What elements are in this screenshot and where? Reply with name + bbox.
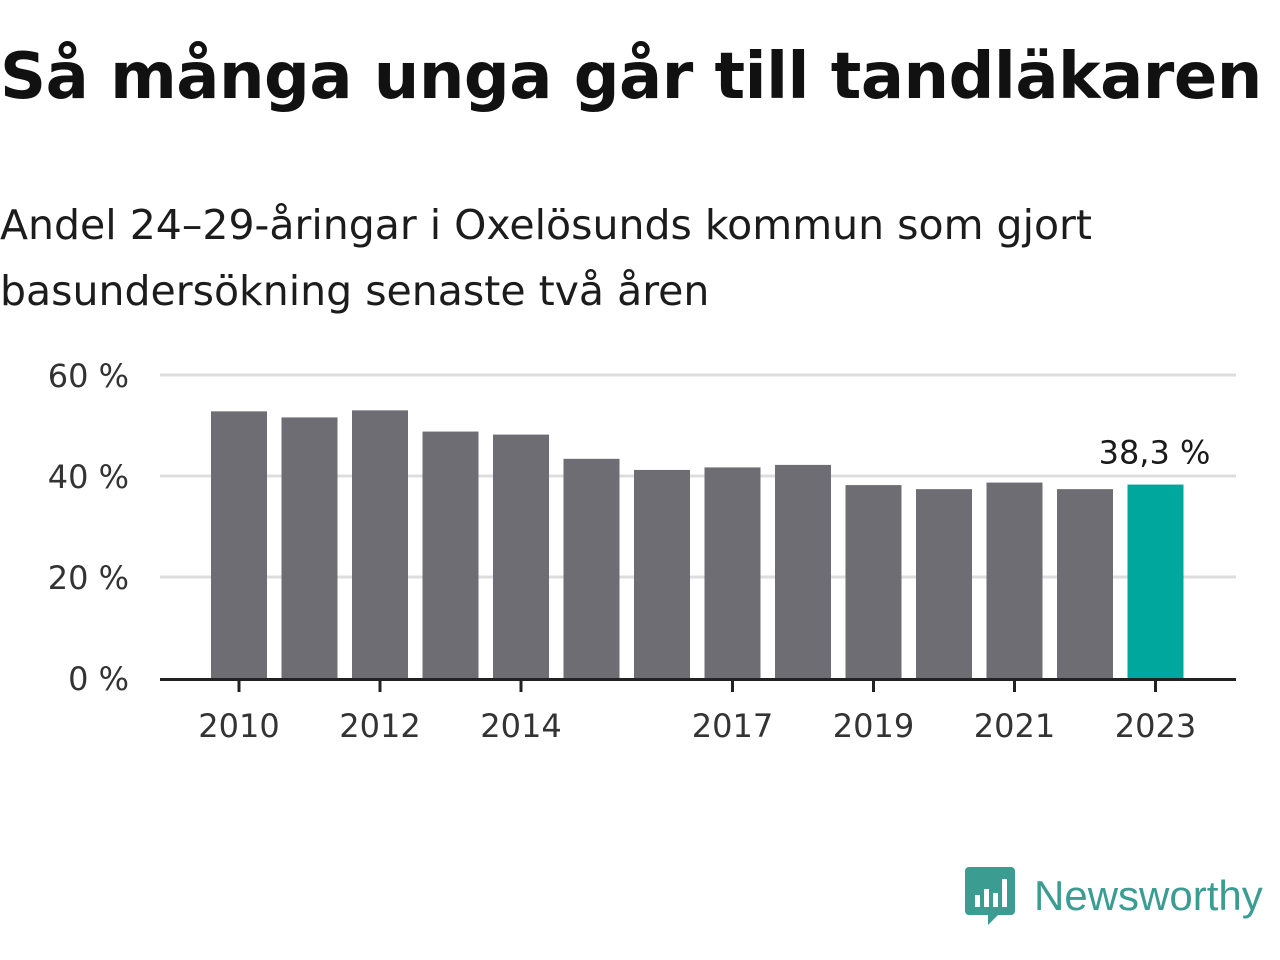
- bar: [211, 411, 267, 678]
- bar: [281, 417, 338, 678]
- bar: [563, 458, 620, 678]
- y-tick-label: 40 %: [48, 458, 129, 496]
- brand-logo: Newsworthy: [964, 864, 1263, 928]
- x-tick-label: 2023: [1115, 707, 1196, 745]
- bar-highlight: [1127, 484, 1184, 678]
- x-tick-label: 2010: [198, 707, 279, 745]
- y-tick-label: 20 %: [48, 559, 129, 597]
- bar: [493, 434, 549, 678]
- bar: [634, 469, 690, 678]
- y-tick-label: 0 %: [68, 660, 129, 698]
- x-tick-label: 2014: [480, 707, 561, 745]
- data-label: 38,3 %: [1099, 434, 1211, 472]
- bar-chart: 0 % 20 % 40 % 60 % 2010 2012 2014 2017 2019 2021 2…: [48, 357, 1236, 745]
- bar: [986, 482, 1043, 678]
- bar: [704, 467, 761, 678]
- bar: [1057, 489, 1113, 678]
- bar: [916, 489, 972, 678]
- newsworthy-logo-icon: [965, 867, 1015, 925]
- y-tick-label: 60 %: [48, 357, 129, 395]
- chart-title: Så många unga går till tandläkaren: [0, 40, 1262, 114]
- bar: [422, 431, 479, 678]
- x-tick-label: 2012: [339, 707, 420, 745]
- chart-subtitle: Andel 24–29-åringar i Oxelösunds kommun …: [0, 201, 1092, 315]
- bar: [845, 485, 902, 678]
- x-tick-label: 2017: [692, 707, 773, 745]
- x-tick-label: 2021: [974, 707, 1055, 745]
- brand-name: Newsworthy: [1034, 872, 1263, 919]
- x-tick-label: 2019: [833, 707, 914, 745]
- bar: [775, 464, 831, 678]
- bar: [352, 410, 408, 678]
